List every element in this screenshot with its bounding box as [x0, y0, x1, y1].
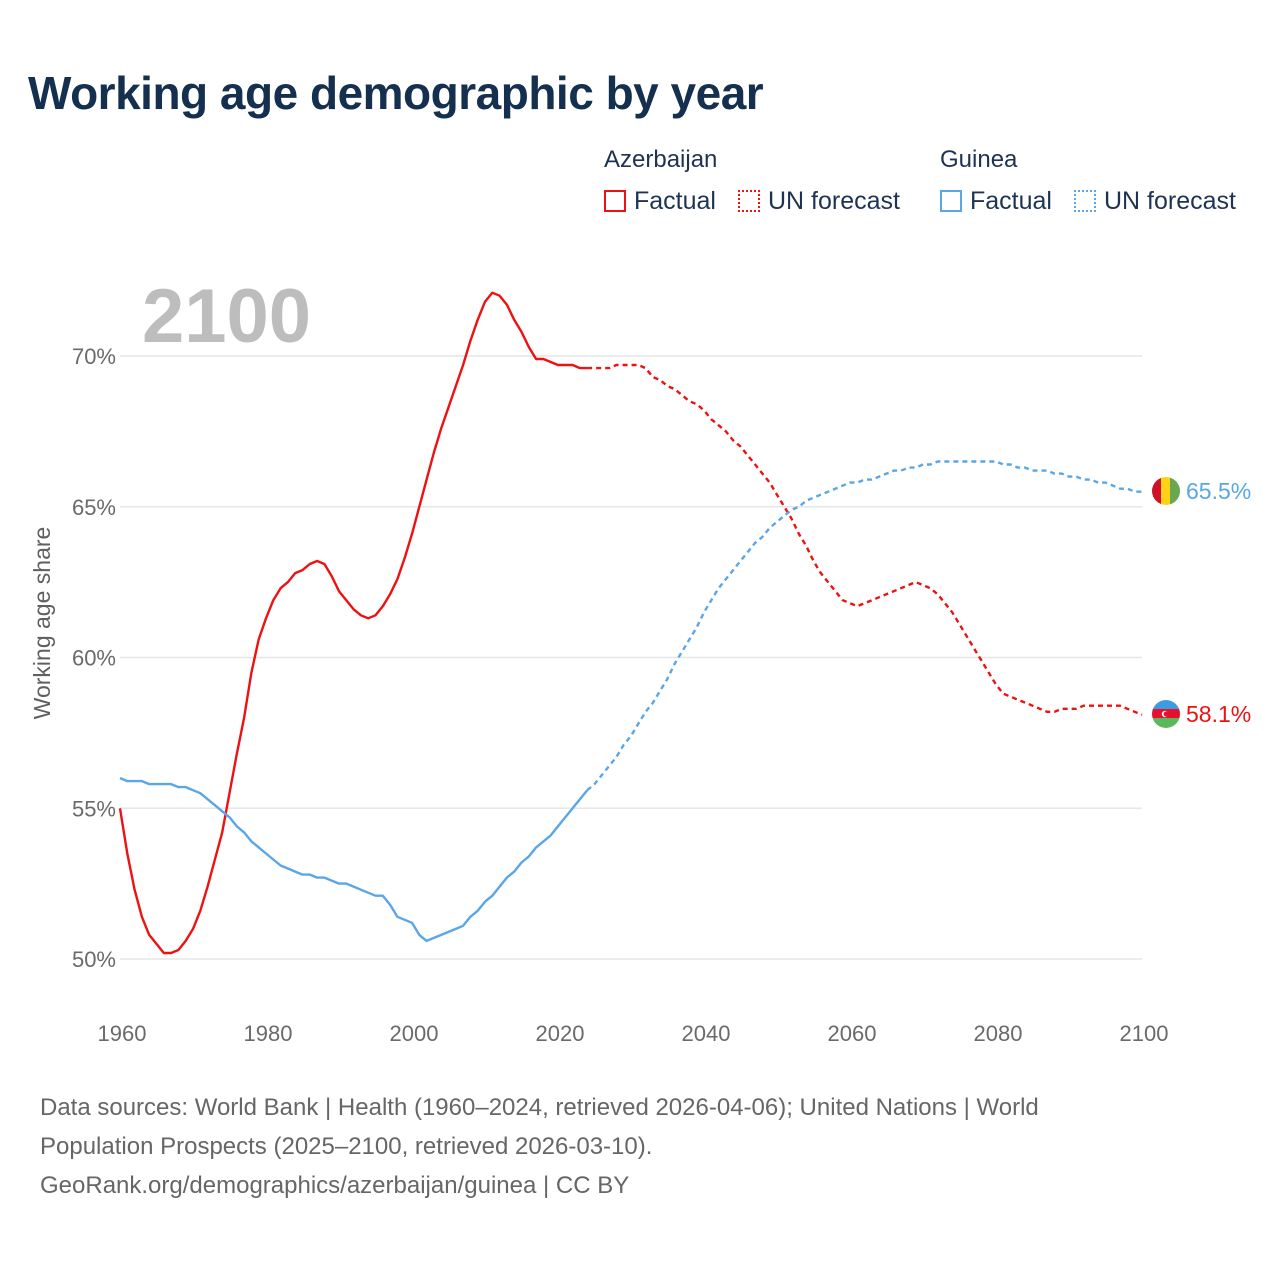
y-axis-label: Working age share — [29, 527, 55, 720]
legend-group-guinea: Guinea — [940, 146, 1018, 173]
footer-line: Population Prospects (2025–2100, retriev… — [40, 1133, 653, 1160]
x-tick-label: 2100 — [1120, 1021, 1169, 1046]
x-tick-label: 2020 — [536, 1021, 585, 1046]
legend-group-azerbaijan: Azerbaijan — [604, 146, 718, 173]
x-tick-label: 2040 — [682, 1021, 731, 1046]
legend-label: Factual — [970, 186, 1052, 215]
x-tick-label: 1960 — [98, 1021, 147, 1046]
footer-line: Data sources: World Bank | Health (1960–… — [40, 1094, 1039, 1121]
y-tick-label: 55% — [72, 796, 116, 821]
legend-azerbaijan-forecast[interactable]: UN forecast — [738, 186, 900, 216]
guinea-flag — [1152, 477, 1180, 505]
end-label-guinea: 65.5% — [1186, 478, 1251, 504]
y-tick-label: 70% — [72, 344, 116, 369]
footer-sources: Data sources: World Bank | Health (1960–… — [40, 1088, 1220, 1205]
y-tick-label: 50% — [72, 947, 116, 972]
end-label-azerbaijan: 58.1% — [1186, 701, 1251, 727]
series-line-azerbaijan-forecast[interactable] — [587, 363, 1143, 716]
x-tick-label: 2000 — [390, 1021, 439, 1046]
series-line-guinea-forecast[interactable] — [586, 460, 1142, 792]
x-tick-label: 2060 — [828, 1021, 877, 1046]
x-tick-label: 1980 — [244, 1021, 293, 1046]
legend-label: UN forecast — [1104, 186, 1236, 215]
y-tick-label: 65% — [72, 495, 116, 520]
legend-swatch-solid-blue — [940, 190, 962, 212]
legend-label: Factual — [634, 186, 716, 215]
legend-swatch-dotted-blue — [1074, 190, 1096, 212]
line-chart: 50% 55% 60% 65% 70% 1960 1980 2000 2020 2040 2060… — [29, 274, 1251, 1046]
legend-swatch-solid-red — [604, 190, 626, 212]
azerbaijan-flag — [1152, 700, 1180, 728]
year-label: 2100 — [142, 274, 311, 359]
legend-label: UN forecast — [768, 186, 900, 215]
x-tick-label: 2080 — [974, 1021, 1023, 1046]
legend-azerbaijan-factual[interactable]: Factual — [604, 186, 716, 216]
series-line-guinea-factual[interactable] — [119, 776, 589, 943]
chart-title: Working age demographic by year — [28, 67, 764, 119]
legend-guinea-forecast[interactable]: UN forecast — [1074, 186, 1236, 216]
footer-line[interactable]: GeoRank.org/demographics/azerbaijan/guin… — [40, 1172, 630, 1199]
legend-guinea-factual[interactable]: Factual — [940, 186, 1052, 216]
series-line-azerbaijan-factual[interactable] — [118, 291, 588, 955]
legend-swatch-dotted-red — [738, 190, 760, 212]
y-tick-label: 60% — [72, 646, 116, 671]
